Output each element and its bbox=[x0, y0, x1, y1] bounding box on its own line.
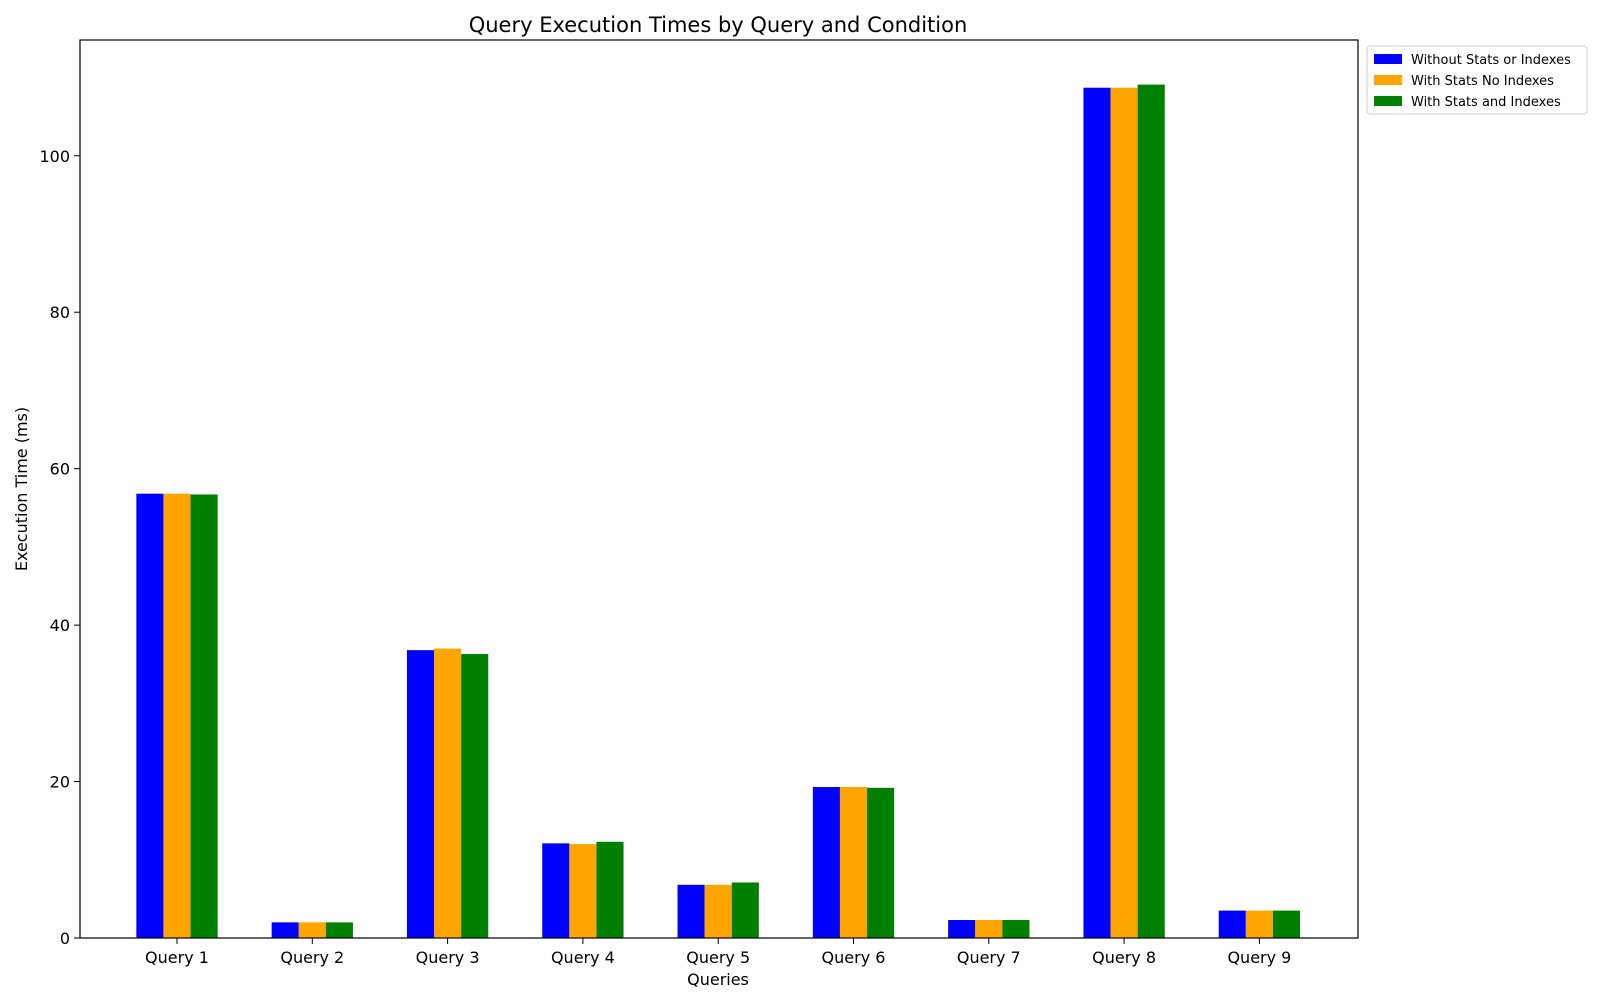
legend-box bbox=[1366, 45, 1588, 115]
bar-1-8 bbox=[1083, 87, 1111, 939]
bar-3-6 bbox=[867, 787, 895, 938]
bar-1-3 bbox=[406, 650, 435, 938]
bar-1-5 bbox=[677, 884, 705, 938]
legend-label-1: Without Stats or Indexes bbox=[1411, 53, 1571, 68]
bar-2-2 bbox=[298, 922, 326, 938]
bar-1-1 bbox=[136, 493, 164, 938]
x-tick-label: Query 4 bbox=[551, 948, 615, 967]
bar-3-1 bbox=[190, 494, 218, 938]
y-tick-label: 60 bbox=[50, 460, 70, 479]
y-tick-label: 100 bbox=[39, 147, 70, 166]
bar-1-6 bbox=[812, 787, 840, 938]
y-tick-label: 20 bbox=[50, 773, 70, 792]
bar-2-1 bbox=[163, 493, 191, 938]
bar-3-8 bbox=[1137, 84, 1165, 939]
bar-1-7 bbox=[948, 920, 976, 938]
bar-1-2 bbox=[271, 922, 299, 938]
bar-3-2 bbox=[325, 922, 353, 938]
y-tick-label: 80 bbox=[50, 303, 70, 322]
y-tick-label: 0 bbox=[60, 929, 70, 948]
legend: Without Stats or Indexes With Stats No In… bbox=[1366, 45, 1588, 115]
plot-area-frame bbox=[79, 39, 1359, 939]
chart-title: Query Execution Times by Query and Condi… bbox=[469, 13, 968, 37]
x-tick-label: Query 9 bbox=[1227, 948, 1291, 967]
x-tick-label: Query 7 bbox=[957, 948, 1021, 967]
bar-3-3 bbox=[461, 654, 489, 938]
x-axis-title: Queries bbox=[687, 970, 749, 989]
legend-swatch-2 bbox=[1374, 75, 1402, 85]
bar-3-5 bbox=[731, 882, 759, 938]
x-axis: Query 1 Query 2 Query 3 Query 4 Query 5 Query… bbox=[145, 938, 1291, 967]
y-tick-label: 40 bbox=[50, 616, 70, 635]
bar-2-4 bbox=[569, 844, 597, 938]
legend-swatch-1 bbox=[1374, 54, 1402, 64]
legend-label-2: With Stats No Indexes bbox=[1411, 74, 1554, 89]
x-tick-label: Query 8 bbox=[1092, 948, 1156, 967]
bar-2-3 bbox=[434, 648, 462, 938]
x-tick-label: Query 5 bbox=[686, 948, 750, 967]
bar-3-7 bbox=[1002, 920, 1030, 938]
bar-3-9 bbox=[1272, 910, 1301, 938]
legend-swatch-3 bbox=[1374, 96, 1402, 106]
bar-2-5 bbox=[704, 884, 732, 938]
x-tick-label: Query 2 bbox=[280, 948, 344, 967]
bars-group bbox=[136, 84, 1301, 939]
bar-2-9 bbox=[1245, 910, 1273, 938]
y-axis: 0 20 40 60 80 100 bbox=[39, 147, 80, 948]
bar-2-7 bbox=[975, 920, 1003, 938]
legend-label-3: With Stats and Indexes bbox=[1411, 95, 1561, 110]
bar-3-4 bbox=[596, 841, 624, 938]
x-tick-label: Query 3 bbox=[416, 948, 480, 967]
y-axis-title: Execution Time (ms) bbox=[12, 407, 31, 571]
bar-1-4 bbox=[542, 843, 570, 938]
x-tick-label: Query 1 bbox=[145, 948, 209, 967]
x-tick-label: Query 6 bbox=[822, 948, 886, 967]
bar-2-8 bbox=[1110, 87, 1138, 939]
bar-1-9 bbox=[1218, 910, 1246, 938]
bar-2-6 bbox=[839, 787, 868, 938]
